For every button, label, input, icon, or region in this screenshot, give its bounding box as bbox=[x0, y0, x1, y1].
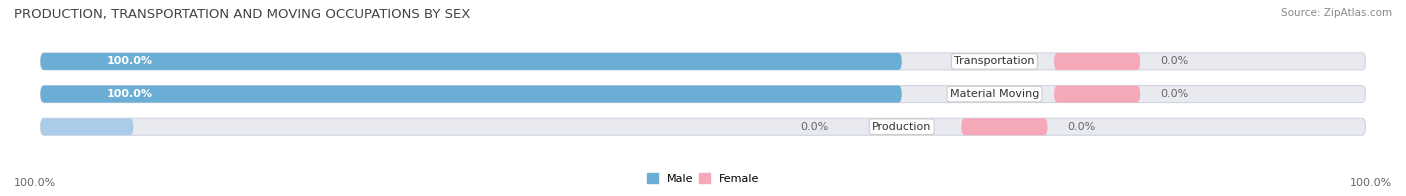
Text: Material Moving: Material Moving bbox=[950, 89, 1039, 99]
Legend: Male, Female: Male, Female bbox=[643, 169, 763, 189]
Text: 100.0%: 100.0% bbox=[1350, 178, 1392, 188]
FancyBboxPatch shape bbox=[41, 53, 1365, 70]
FancyBboxPatch shape bbox=[1054, 53, 1140, 70]
Text: 0.0%: 0.0% bbox=[800, 122, 830, 132]
Text: 0.0%: 0.0% bbox=[1067, 122, 1095, 132]
Text: Transportation: Transportation bbox=[955, 56, 1035, 66]
FancyBboxPatch shape bbox=[962, 118, 1047, 135]
Text: Source: ZipAtlas.com: Source: ZipAtlas.com bbox=[1281, 8, 1392, 18]
Text: Production: Production bbox=[872, 122, 931, 132]
Text: 100.0%: 100.0% bbox=[107, 56, 153, 66]
FancyBboxPatch shape bbox=[41, 86, 901, 103]
Text: 100.0%: 100.0% bbox=[107, 89, 153, 99]
Text: 100.0%: 100.0% bbox=[14, 178, 56, 188]
FancyBboxPatch shape bbox=[41, 86, 1365, 103]
FancyBboxPatch shape bbox=[41, 53, 901, 70]
FancyBboxPatch shape bbox=[41, 118, 1365, 135]
FancyBboxPatch shape bbox=[1054, 86, 1140, 103]
Text: 0.0%: 0.0% bbox=[1160, 56, 1188, 66]
Text: PRODUCTION, TRANSPORTATION AND MOVING OCCUPATIONS BY SEX: PRODUCTION, TRANSPORTATION AND MOVING OC… bbox=[14, 8, 471, 21]
FancyBboxPatch shape bbox=[41, 118, 134, 135]
Text: 0.0%: 0.0% bbox=[1160, 89, 1188, 99]
